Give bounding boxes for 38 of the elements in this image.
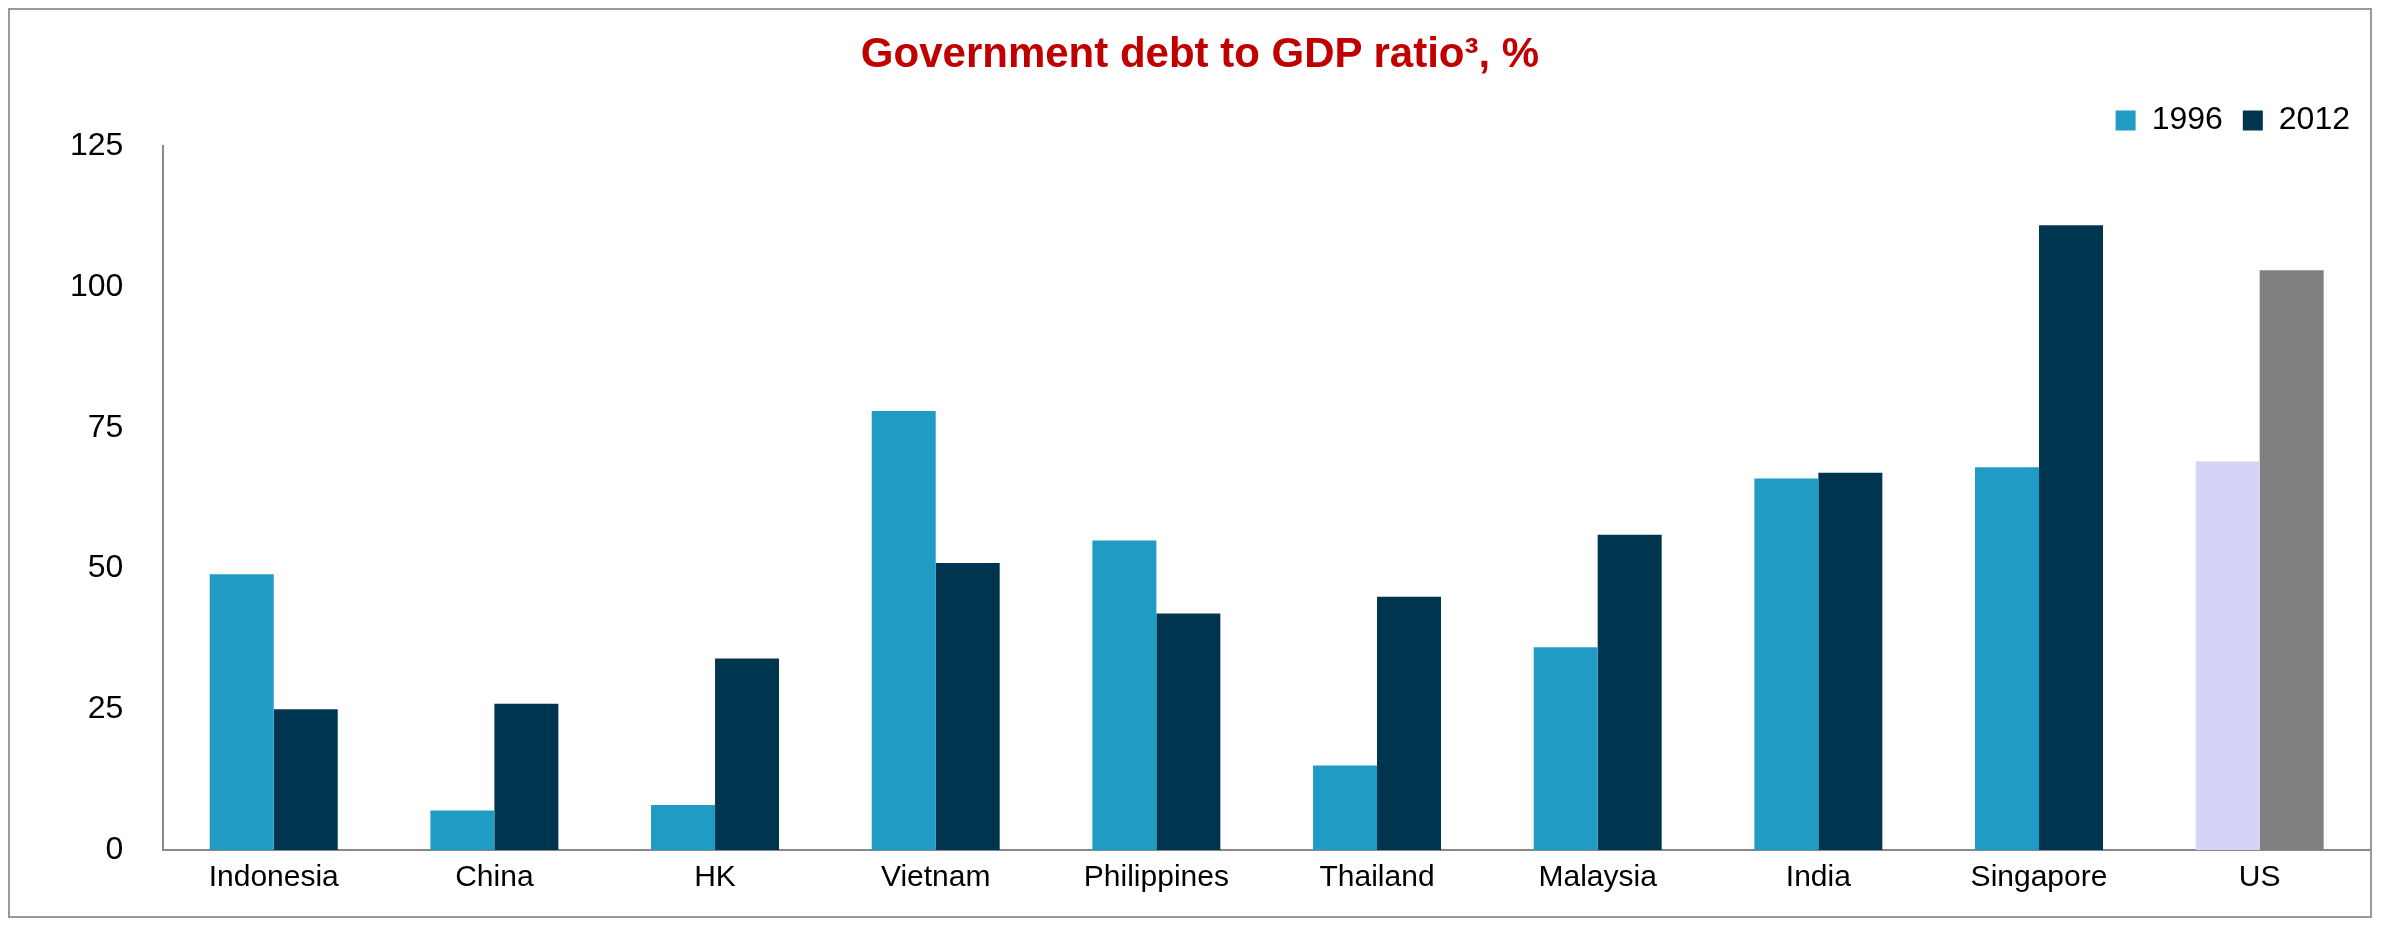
bar [1533,647,1598,850]
bar [871,410,936,850]
bar [1313,765,1378,850]
bar [1377,596,1442,850]
x-tick-label: India [1785,859,1852,893]
bar [935,562,1000,850]
bar [273,709,338,850]
y-tick-label: 0 [105,829,124,866]
bar [715,658,780,850]
x-tick-label: Singapore [1970,859,2108,893]
bar [1156,613,1221,850]
bar [1754,478,1819,850]
bar [1597,534,1662,850]
bar [2039,225,2103,850]
bar [209,574,274,850]
x-tick-label: Thailand [1319,859,1435,893]
bar [1975,467,2040,850]
x-tick-label: Vietnam [880,859,991,893]
bar [430,810,495,850]
x-tick-label: Philippines [1083,859,1229,893]
bar [651,804,716,850]
y-tick-label: 25 [87,689,124,726]
bar [1092,540,1157,850]
x-tick-label: HK [694,859,736,893]
y-tick-label: 125 [70,126,124,163]
legend-label: 1996 [2151,100,2223,137]
legend-label: 2012 [2278,100,2350,137]
chart-title: Government debt to GDP ratio³, % [860,28,1540,76]
x-tick-label: US [2238,859,2281,893]
x-tick-label: China [455,859,534,893]
bar [1818,472,1883,850]
x-tick-label: Malaysia [1538,859,1658,893]
bar [494,703,559,850]
x-tick-label: Indonesia [208,859,340,893]
y-tick-label: 100 [70,266,124,303]
y-tick-label: 50 [87,548,124,585]
y-tick-label: 75 [87,407,124,444]
bar [2195,461,2260,850]
